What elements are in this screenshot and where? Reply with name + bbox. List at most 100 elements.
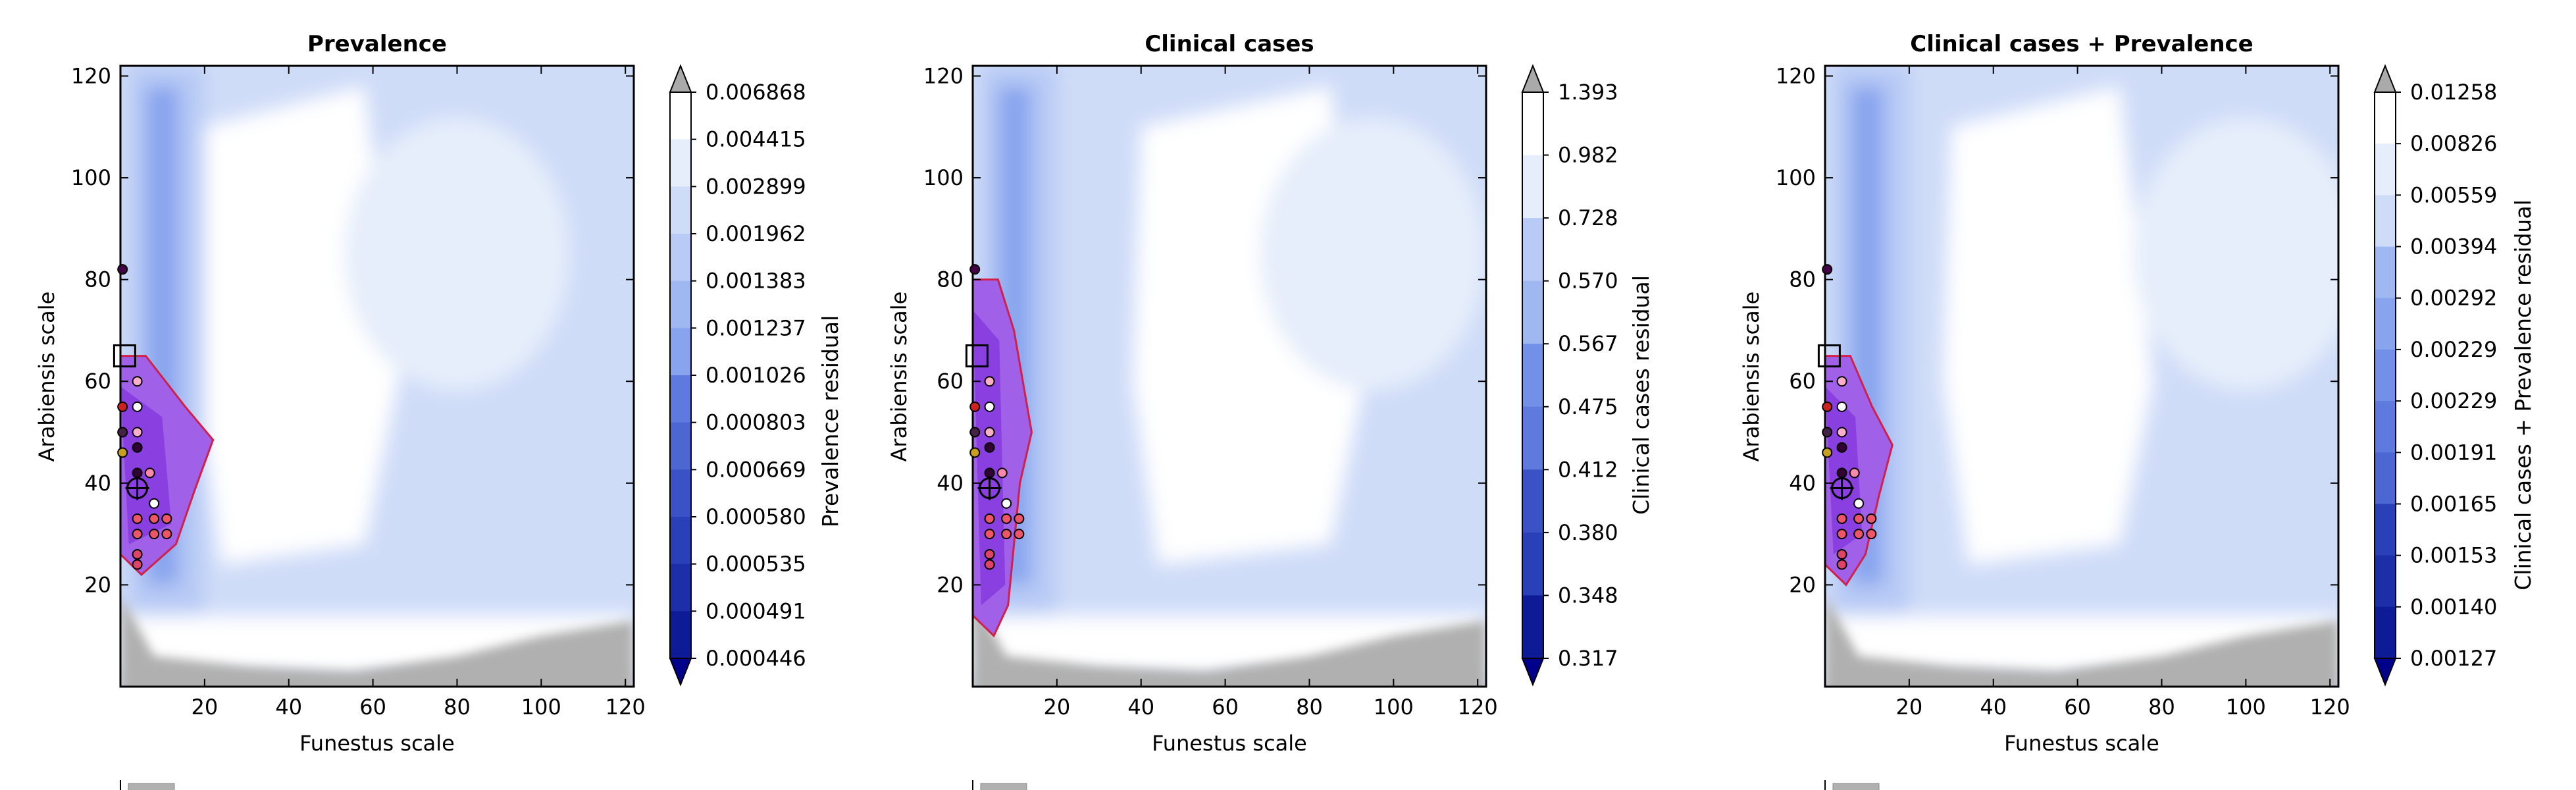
- x-tick-label: 80: [444, 695, 471, 720]
- colorbar-tick-label: 0.317: [1558, 646, 1618, 671]
- colorbar-segment: [1522, 92, 1543, 156]
- data-point: [1822, 401, 1833, 412]
- colorbar-segment: [2375, 504, 2396, 556]
- legend-fragment: [972, 780, 1027, 790]
- colorbar-tick-label: 0.728: [1558, 205, 1618, 230]
- colorbar-segment: [670, 611, 691, 659]
- colorbar-frame: [1522, 92, 1544, 659]
- panel-clinical-cases: Clinical cases Funestus scale Arabiensis…: [887, 31, 1654, 790]
- colorbar-tick-label: 0.982: [1558, 143, 1618, 168]
- colorbar-tick-label: 0.00127: [2410, 646, 2497, 671]
- upper-right-region: [1259, 117, 1485, 391]
- colorbar-tick-label: 0.01258: [2410, 80, 2497, 105]
- marks: [965, 264, 1025, 570]
- colorbar-tick-label: 0.00292: [2410, 286, 2497, 311]
- data-point: [1866, 529, 1877, 540]
- colorbar-tick-label: 0.380: [1558, 520, 1618, 545]
- plot-field: [1825, 66, 2338, 687]
- data-point: [984, 401, 995, 412]
- colorbar-tick-label: 0.002899: [706, 174, 806, 199]
- data-point: [1853, 529, 1865, 540]
- colorbar-segment: [670, 422, 691, 470]
- data-point: [1001, 498, 1012, 509]
- x-tick-label: 40: [275, 695, 302, 720]
- upper-right-region: [344, 117, 571, 391]
- colorbar-segment: [670, 517, 691, 565]
- data-point: [1836, 559, 1847, 570]
- y-tick-label: 80: [937, 267, 964, 292]
- y-ticks: 20 40 60 80 100 120: [923, 63, 1486, 597]
- y-ticks: 20 40 60 80 100 120: [1776, 63, 2338, 597]
- colorbar-segment: [670, 186, 691, 234]
- data-point: [984, 529, 995, 540]
- y-tick-label: 100: [71, 165, 111, 190]
- y-tick-label: 60: [937, 369, 964, 394]
- colorbar-segment: [670, 139, 691, 187]
- data-point: [1836, 442, 1847, 453]
- colorbar-segment: [670, 564, 691, 612]
- contour-field: [1825, 66, 2338, 687]
- colorbar-tick-label: 0.00229: [2410, 388, 2497, 413]
- x-ticks: 20 40 60 80 100 120: [192, 66, 646, 720]
- x-tick-label: 80: [2148, 695, 2175, 720]
- colorbar-segment: [1522, 344, 1543, 408]
- data-point: [969, 427, 981, 438]
- data-point: [984, 467, 995, 479]
- data-point: [1866, 513, 1877, 524]
- colorbar-tick-label: 0.000535: [706, 552, 806, 577]
- gray-region: [1825, 594, 2338, 687]
- x-tick-label: 120: [1458, 695, 1498, 720]
- x-tick-label: 100: [521, 695, 561, 720]
- colorbar-tick-label: 0.00165: [2410, 491, 2497, 516]
- x-ticks: 20 40 60 80 100 120: [1044, 66, 1498, 720]
- panel-title: Clinical cases: [1145, 31, 1314, 57]
- x-tick-label: 120: [605, 695, 646, 720]
- data-point: [996, 467, 1008, 479]
- colorbar-tick-label: 0.00826: [2410, 131, 2497, 156]
- colorbar-tick-label: 0.348: [1558, 583, 1618, 608]
- colorbar-segment: [2375, 298, 2396, 350]
- data-point: [149, 529, 160, 540]
- data-point: [1853, 498, 1865, 509]
- data-point: [1836, 401, 1847, 412]
- data-point: [117, 264, 128, 275]
- x-axis-label: Funestus scale: [1152, 731, 1307, 756]
- colorbar-tick-label: 0.006868: [706, 80, 806, 105]
- below-range-region: [120, 594, 634, 687]
- legend-fragment: [120, 780, 175, 790]
- colorbar-label: Clinical cases + Prevalence residual: [2510, 199, 2536, 590]
- colorbar-segment: [2375, 92, 2396, 144]
- target-marker: [1830, 476, 1854, 500]
- y-axis-label: Arabiensis scale: [34, 292, 59, 462]
- colorbar-segment: [2375, 144, 2396, 196]
- colorbar-segment: [670, 234, 691, 282]
- high-residual-region: [196, 86, 398, 565]
- colorbar-tick-label: 0.001237: [706, 315, 806, 340]
- colorbar-cap-high: [669, 64, 692, 93]
- data-point: [132, 427, 143, 438]
- data-point: [132, 513, 143, 524]
- plot-frame: [971, 65, 1487, 688]
- colorbar-tick-label: 0.00559: [2410, 182, 2497, 207]
- colorbar-tick-label: 0.001383: [706, 269, 806, 294]
- colorbar-cap-high: [1521, 64, 1545, 93]
- x-tick-label: 60: [359, 695, 386, 720]
- colorbar-tick-label: 0.00229: [2410, 337, 2497, 362]
- y-tick-label: 60: [84, 369, 111, 394]
- colorbar: 1.393 0.982 0.728 0.570 0.567 0.475 0.412 0.380…: [1521, 64, 1618, 687]
- colorbar-segment: [2375, 555, 2396, 608]
- x-tick-label: 40: [1127, 695, 1154, 720]
- colorbar-segment: [2375, 606, 2396, 659]
- plot-field: [973, 66, 1486, 687]
- data-point: [132, 467, 143, 479]
- data-point: [1836, 427, 1847, 438]
- square-marker: [1817, 344, 1841, 368]
- below-range-region: [973, 594, 1486, 687]
- low-residual-contour: [1825, 355, 1893, 587]
- colorbar-tick-label: 0.004415: [706, 127, 806, 152]
- y-tick-label: 100: [1776, 165, 1816, 190]
- colorbar-frame: [2374, 92, 2396, 659]
- x-tick-label: 40: [1980, 695, 2007, 720]
- colorbar-tick-label: 0.000580: [706, 504, 806, 529]
